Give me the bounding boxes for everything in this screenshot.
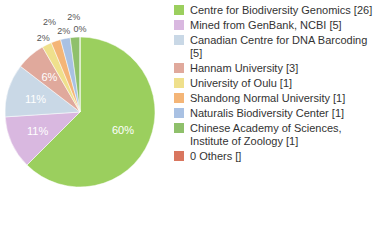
html-text:Shandong Normal University [1]: Shandong Normal University [1] bbox=[190, 92, 346, 104]
svg-text:0%: 0% bbox=[73, 24, 86, 34]
svg-text:2%: 2% bbox=[67, 12, 80, 22]
html-text:University of Oulu [1]: University of Oulu [1] bbox=[190, 77, 293, 89]
svg-text:2%: 2% bbox=[43, 17, 56, 27]
html-text:Chinese Academy of Sciences, I: Chinese Academy of Sciences, Institute o… bbox=[190, 122, 342, 147]
svg-text:11%: 11% bbox=[27, 125, 48, 137]
svg-text:11%: 11% bbox=[25, 93, 46, 105]
html-text:Hannam University [3]: Hannam University [3] bbox=[190, 62, 299, 74]
html-text:Centre for Biodiversity Genomi: Centre for Biodiversity Genomics [26] bbox=[190, 4, 373, 16]
svg-text:2%: 2% bbox=[37, 33, 50, 43]
svg-text:2%: 2% bbox=[57, 26, 70, 36]
html-text:Canadian Centre for DNA Barcod: Canadian Centre for DNA Barcoding [5] bbox=[190, 34, 368, 59]
svg-text:6%: 6% bbox=[41, 71, 57, 83]
svg-text:60%: 60% bbox=[112, 124, 134, 136]
html-text:0 Others []: 0 Others [] bbox=[190, 150, 242, 162]
html-text:Naturalis Biodiversity Center: Naturalis Biodiversity Center [1] bbox=[190, 107, 345, 119]
html-text:Mined from GenBank, NCBI [5]: Mined from GenBank, NCBI [5] bbox=[190, 19, 342, 31]
